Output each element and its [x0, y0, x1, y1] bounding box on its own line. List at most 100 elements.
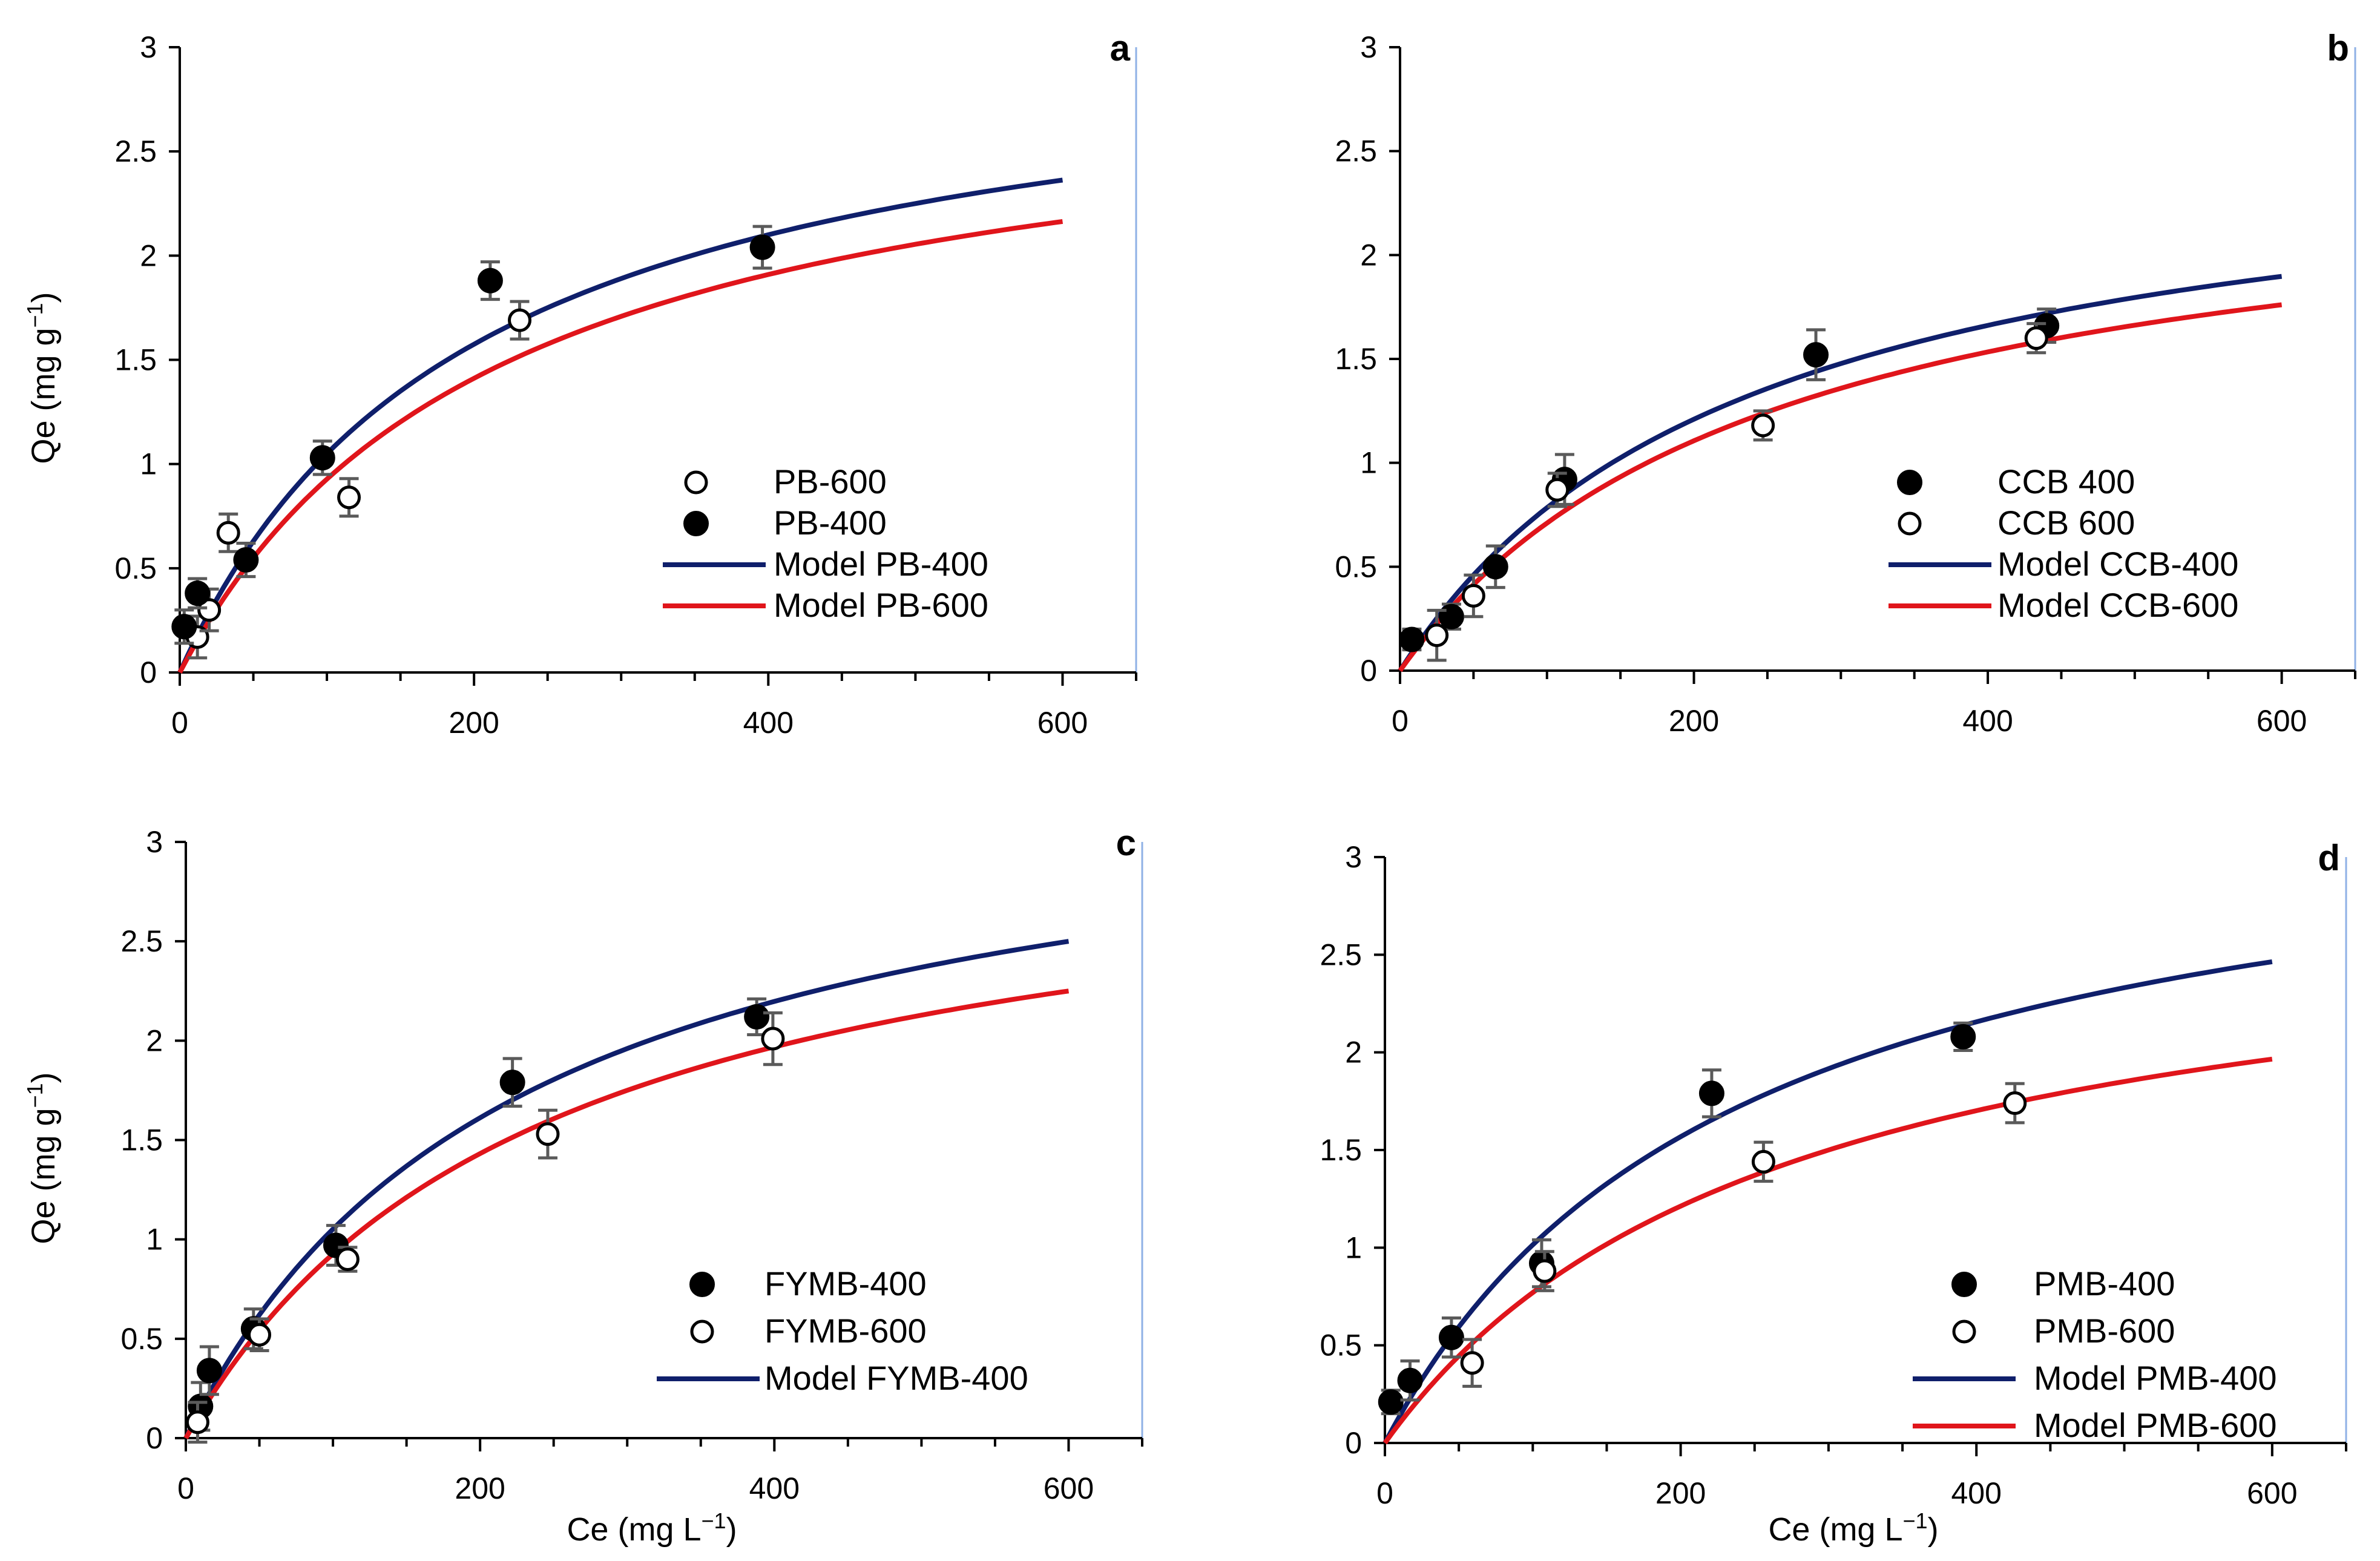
x-tick-label: 0	[171, 706, 188, 740]
x-tick-label: 400	[749, 1471, 800, 1505]
data-point-filled	[1698, 1080, 1724, 1106]
x-tick-label: 600	[1037, 706, 1088, 740]
y-tick-label: 1	[140, 447, 157, 481]
data-point-filled	[1399, 626, 1425, 652]
model-curve-0	[1398, 274, 2283, 672]
model-curve-1	[177, 219, 1063, 674]
legend-marker	[683, 511, 709, 536]
x-tick-label: 600	[2247, 1476, 2297, 1510]
x-tick-label: 200	[455, 1471, 505, 1505]
y-tick-label: 0	[1345, 1426, 1362, 1460]
legend-label: Model PMB-600	[2034, 1406, 2277, 1444]
data-point-filled	[1950, 1024, 1976, 1050]
y-tick-label: 3	[140, 30, 157, 64]
x-tick-label: 200	[449, 706, 499, 740]
data-point-open	[1460, 1351, 1484, 1375]
y-tick-label: 2.5	[114, 134, 157, 168]
legend-marker	[1897, 470, 1922, 495]
y-tick-label: 1.5	[1320, 1133, 1362, 1167]
panel-letter: b	[2327, 28, 2349, 68]
legend-label: FYMB-600	[764, 1312, 927, 1350]
data-point-open	[248, 1323, 272, 1347]
y-tick-label: 2	[1345, 1036, 1362, 1070]
y-tick-label: 3	[1345, 840, 1362, 874]
y-tick-label: 1.5	[120, 1123, 163, 1157]
y-tick-label: 3	[1360, 30, 1377, 64]
data-point-open	[1461, 583, 1485, 608]
legend-label: PB-600	[774, 462, 887, 501]
data-point-open	[337, 485, 361, 510]
data-point-open	[1751, 413, 1775, 438]
chart-panel-c: 0 0.5 1 1.5 2 2.5 3 0 200 400 600 c FYMB-400 FYMB-600…	[22, 823, 1143, 1548]
data-point-open	[185, 1410, 209, 1434]
data-point-open	[335, 1247, 360, 1271]
x-tick-label: 400	[1951, 1476, 2002, 1510]
legend-label: Model CCB-400	[1997, 545, 2238, 583]
data-point-filled	[1482, 554, 1508, 580]
x-axis-label: Ce (mg L−1)	[567, 1508, 737, 1548]
legend-marker	[690, 1319, 714, 1344]
data-point-open	[216, 521, 240, 545]
y-tick-label: 2	[146, 1024, 163, 1057]
y-tick-label: 1	[1345, 1231, 1362, 1264]
data-point-open	[536, 1122, 560, 1146]
data-point-filled	[185, 580, 211, 606]
x-tick-label: 0	[1376, 1476, 1393, 1510]
x-tick-label: 400	[1962, 704, 2013, 738]
legend-label: Model PB-600	[774, 586, 988, 624]
model-curve-0	[1382, 959, 2273, 1444]
legend-marker	[689, 1272, 715, 1297]
legend-label: PMB-400	[2034, 1264, 2175, 1303]
x-tick-label: 0	[1392, 704, 1409, 738]
legend-label: FYMB-400	[764, 1264, 927, 1303]
model-curve-0	[183, 939, 1070, 1439]
y-tick-label: 0.5	[1320, 1329, 1362, 1362]
data-point-open	[508, 308, 532, 332]
data-point-open	[1751, 1149, 1775, 1174]
y-tick-label: 2.5	[1335, 134, 1377, 168]
panel-letter: d	[2318, 838, 2340, 878]
panel-letter: c	[1116, 823, 1136, 863]
x-tick-label: 200	[1669, 704, 1719, 738]
data-point-filled	[499, 1070, 525, 1096]
legend-label: CCB 600	[1997, 504, 2135, 542]
y-tick-label: 0.5	[114, 551, 157, 585]
legend-label: Model FYMB-400	[764, 1359, 1028, 1397]
data-point-open	[1533, 1259, 1557, 1283]
data-point-filled	[1378, 1389, 1404, 1415]
data-point-open	[2003, 1091, 2027, 1116]
legend-label: PMB-600	[2034, 1312, 2175, 1350]
data-point-open	[197, 598, 222, 622]
x-tick-label: 600	[1044, 1471, 1094, 1505]
data-point-filled	[171, 614, 197, 640]
legend-label: Model PB-400	[774, 545, 988, 583]
y-tick-label: 1	[1360, 446, 1377, 480]
data-point-filled	[233, 547, 259, 573]
x-tick-label: 400	[743, 706, 794, 740]
data-point-filled	[1438, 1324, 1464, 1350]
legend-label: Model CCB-600	[1997, 586, 2238, 624]
data-point-filled	[744, 1004, 770, 1030]
legend-marker	[1951, 1272, 1977, 1297]
y-tick-label: 0.5	[120, 1322, 163, 1356]
x-tick-label: 0	[177, 1471, 194, 1505]
chart-panel-a: 00.511.522.530 200 400 600aPB-600PB-400Mode…	[22, 28, 1137, 740]
y-axis-label: Qe (mg g−1)	[22, 292, 62, 464]
y-tick-label: 2.5	[1320, 938, 1362, 971]
y-tick-label: 2	[1360, 238, 1377, 272]
x-tick-label: 200	[1655, 1476, 1706, 1510]
data-point-filled	[1438, 603, 1464, 629]
data-point-open	[761, 1027, 785, 1051]
chart-panel-d: 0 0.5 1 1.5 2 2.5 3 0 200 400 600 d PMB-400 PMB-600 Mo…	[1320, 838, 2347, 1548]
y-axis-label: Qe (mg g−1)	[22, 1072, 62, 1244]
y-tick-label: 0	[140, 656, 157, 689]
y-tick-label: 2.5	[120, 924, 163, 958]
y-tick-label: 1.5	[1335, 342, 1377, 376]
y-tick-label: 3	[146, 825, 163, 859]
x-tick-label: 600	[2257, 704, 2307, 738]
data-point-filled	[309, 445, 335, 471]
data-point-open	[2024, 326, 2048, 350]
legend-label: Model PMB-400	[2034, 1359, 2277, 1397]
